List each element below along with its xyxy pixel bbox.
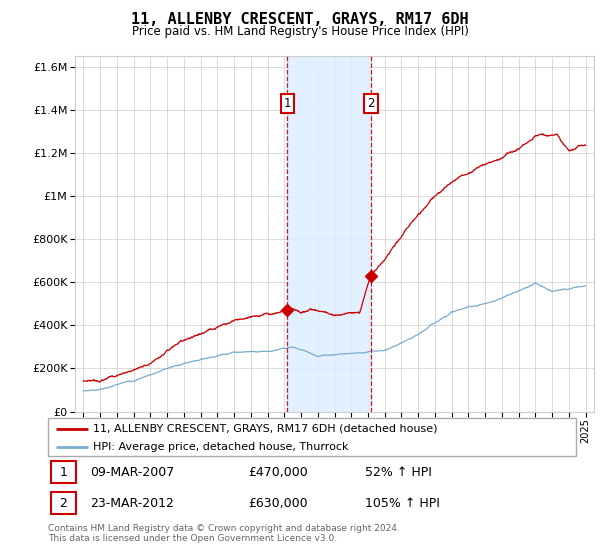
- Text: Price paid vs. HM Land Registry's House Price Index (HPI): Price paid vs. HM Land Registry's House …: [131, 25, 469, 38]
- Text: Contains HM Land Registry data © Crown copyright and database right 2024.
This d: Contains HM Land Registry data © Crown c…: [48, 524, 400, 543]
- Text: 1: 1: [284, 97, 291, 110]
- Text: 105% ↑ HPI: 105% ↑ HPI: [365, 497, 440, 510]
- Text: 2: 2: [367, 97, 375, 110]
- FancyBboxPatch shape: [50, 461, 76, 483]
- FancyBboxPatch shape: [50, 492, 76, 515]
- Text: 09-MAR-2007: 09-MAR-2007: [90, 465, 175, 479]
- Text: 52% ↑ HPI: 52% ↑ HPI: [365, 465, 431, 479]
- Bar: [287, 56, 371, 412]
- Text: HPI: Average price, detached house, Thurrock: HPI: Average price, detached house, Thur…: [93, 442, 349, 452]
- Text: 11, ALLENBY CRESCENT, GRAYS, RM17 6DH: 11, ALLENBY CRESCENT, GRAYS, RM17 6DH: [131, 12, 469, 27]
- FancyBboxPatch shape: [48, 418, 576, 456]
- Text: 11, ALLENBY CRESCENT, GRAYS, RM17 6DH (detached house): 11, ALLENBY CRESCENT, GRAYS, RM17 6DH (d…: [93, 424, 437, 434]
- Text: 23-MAR-2012: 23-MAR-2012: [90, 497, 174, 510]
- Text: 2: 2: [59, 497, 67, 510]
- Text: £630,000: £630,000: [248, 497, 308, 510]
- Text: 1: 1: [59, 465, 67, 479]
- Text: £470,000: £470,000: [248, 465, 308, 479]
